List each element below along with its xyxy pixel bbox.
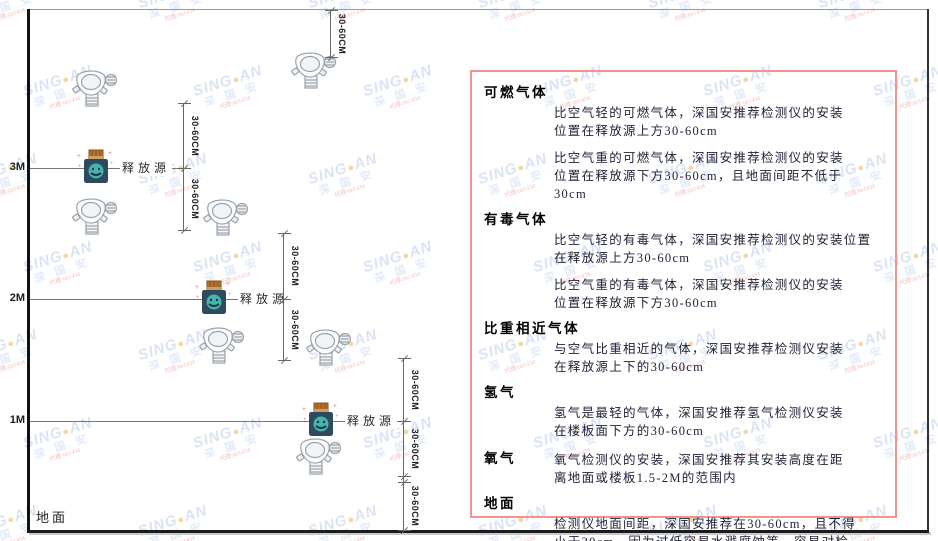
panel-section-1: 可燃气体 比空气轻的可燃气体，深国安推荐检测仪的安装 位置在释放源上方30-60cm… [482,85,885,203]
gas-detector [305,327,352,372]
dimension-label: 30-60CM [190,178,200,220]
svg-text:+: + [110,161,114,167]
ceiling-line [27,9,929,10]
gas-detector-icon [203,199,249,236]
release-source-label: 释放源 [345,412,398,429]
panel-section-5: 氧气 氧气检测仪的安装，深国安推荐其安装高度在距 离地面或楼板1.5-2M的范围内 [482,451,885,487]
panel-text-line: 在楼板面下方的30-60cm [554,424,705,438]
panel-section-heading: 可燃气体 [484,85,548,100]
level-label-2m: 2M [9,292,25,304]
gas-detector [71,196,118,241]
panel-text-line: 位置在释放源下方30-60cm，且地面间距不低于 [554,169,843,183]
gas-detector-icon [296,438,342,475]
dimension-label: 30-60CM [190,115,200,156]
panel-paragraph: 比空气轻的有毒气体，深国安推荐检测仪的安装位置 在释放源上方30-60cm [554,231,885,267]
gas-detector [290,50,337,95]
svg-text:+: + [303,417,307,423]
release-source: + + + + [194,280,234,323]
dimension-label: 30-60CM [410,428,420,469]
svg-text:+: + [333,402,337,410]
dimension-label: 30-60CM [410,485,420,527]
ground-line [27,530,929,533]
panel-text-line: 比空气重的有毒气体，深国安推荐检测仪的安装 [554,278,844,292]
svg-text:+: + [335,414,339,420]
svg-text:+: + [77,152,81,160]
dimension-label: 30-60CM [410,369,420,410]
dimension-label: 30-60CM [290,245,300,287]
svg-text:+: + [228,292,232,298]
panel-section-heading: 有毒气体 [484,212,548,227]
panel-section-heading: 氢气 [484,385,516,400]
panel-paragraph: 氢气是最轻的气体，深国安推荐氢气检测仪安装 在楼板面下方的30-60cm [554,404,885,440]
panel-text-line: 在释放源上方30-60cm [554,251,691,265]
panel-section-6: 地面检测仪地面间距，深国安推荐在30-60cm，且不得小于30cm，因为过低容易… [482,496,885,541]
panel-text-line: 比空气重的可燃气体，深国安推荐检测仪的安装 [554,151,844,165]
dimension-label: 30-60CM [290,309,300,350]
level-label-1m: 1M [9,414,25,426]
gas-detector [71,68,118,113]
guideline-panel: 可燃气体 比空气轻的可燃气体，深国安推荐检测仪的安装 位置在释放源上方30-60cm… [470,70,897,541]
panel-text-line: 氧气检测仪的安装，深国安推荐其安装高度在距 [554,453,844,467]
release-source: + + + + [76,149,116,192]
release-source-label: 释放源 [238,290,291,307]
dimension-line-3: 30-60CM 30-60CM [278,229,300,365]
panel-section-heading: 比重相近气体 [484,321,580,336]
panel-text-line: 比空气轻的可燃气体，深国安推荐检测仪的安装 [554,106,844,120]
dimension-line-4: 30-60CM 30-60CM 30-60CM [398,354,420,535]
panel-section-2: 有毒气体 比空气轻的有毒气体，深国安推荐检测仪的安装位置 在释放源上方30-60cm… [482,212,885,312]
svg-text:+: + [195,283,199,291]
wall-line [27,9,30,533]
panel-section-4: 氢气氢气是最轻的气体，深国安推荐氢气检测仪安装 在楼板面下方的30-60cm [482,385,885,440]
panel-text-line: 与空气比重相近的气体，深国安推荐检测仪安装 [554,342,844,356]
panel-text-line: 30cm [554,187,587,201]
dimension-label: 30-60CM [337,13,347,54]
panel-text-line: 检测仪地面间距，深国安推荐在30-60cm，且不得 [554,517,856,531]
panel-text-line: 离地面或楼板1.5-2M的范围内 [554,471,737,485]
panel-text-line: 比空气轻的有毒气体，深国安推荐检测仪的安装位置 [554,233,872,247]
panel-section-heading: 地面 [484,496,516,511]
panel-paragraph: 与空气比重相近的气体，深国安推荐检测仪安装 在释放源上下的30-60cm [554,340,885,376]
release-source-icon: + + + + [77,149,114,183]
gas-detector-icon [291,52,337,89]
panel-paragraph: 氧气检测仪的安装，深国安推荐其安装高度在距 离地面或楼板1.5-2M的范围内 [554,451,885,487]
gas-detector-icon [72,70,118,107]
panel-section-3: 比重相近气体与空气比重相近的气体，深国安推荐检测仪安装 在释放源上下的30-60c… [482,321,885,376]
svg-text:+: + [226,280,230,288]
panel-text-line: 小于30cm，因为过低容易水溅腐蚀等，容易对检 [554,533,885,541]
svg-text:+: + [108,149,112,157]
gas-detector [202,197,249,242]
panel-text-line: 在释放源上下的30-60cm [554,360,705,374]
svg-text:+: + [302,405,306,413]
gas-detector-icon [306,329,352,366]
panel-section-heading: 氧气 [484,451,516,466]
panel-paragraph: 比空气重的有毒气体，深国安推荐检测仪的安装 位置在释放源下方30-60cm [554,276,885,312]
panel-text-line: 位置在释放源下方30-60cm [554,296,718,310]
panel-paragraph: 比空气轻的可燃气体，深国安推荐检测仪的安装 位置在释放源上方30-60cm [554,104,885,140]
level-line-1m [30,421,403,422]
release-source-icon: + + + + [302,402,339,436]
dimension-line-1: 30-60CM [325,6,347,62]
release-source: + + + + [301,402,341,445]
panel-paragraph: 比空气重的可燃气体，深国安推荐检测仪的安装 位置在释放源下方30-60cm，且地面… [554,149,885,203]
release-source-icon: + + + + [195,280,232,314]
panel-text-line: 位置在释放源上方30-60cm [554,124,718,138]
frame-right-line [927,9,929,533]
svg-text:+: + [78,164,82,170]
level-label-3m: 3M [9,161,25,173]
panel-paragraph: 检测仪地面间距，深国安推荐在30-60cm，且不得小于30cm，因为过低容易水溅… [554,515,885,541]
panel-text-line: 氢气是最轻的气体，深国安推荐氢气检测仪安装 [554,406,844,420]
gas-detector-icon [72,198,118,235]
gas-detector-icon [199,327,245,364]
dimension-line-2: 30-60CM 30-60CM [178,99,200,235]
release-source-label: 释放源 [120,159,173,176]
level-line-2m [30,299,283,300]
svg-text:+: + [196,295,200,301]
gas-detector [198,325,245,370]
ground-label: 地面 [36,510,69,525]
gas-detector [295,436,342,481]
